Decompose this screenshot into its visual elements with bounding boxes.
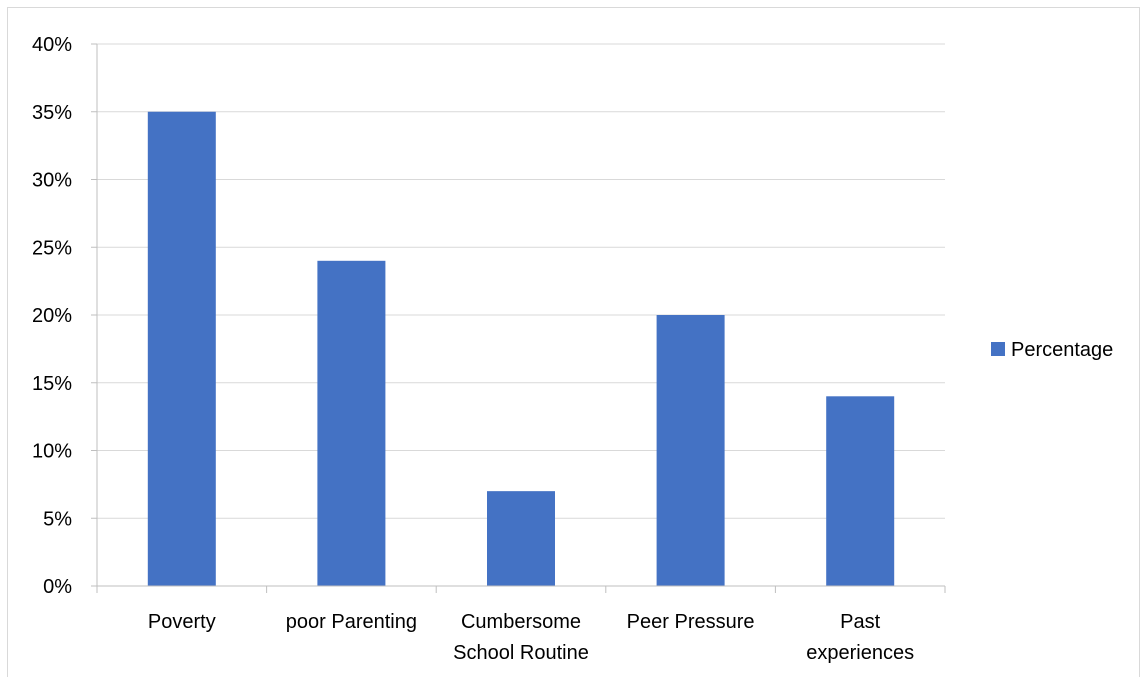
bar: [147, 111, 216, 586]
x-category-label: School Routine: [453, 642, 589, 664]
bar: [656, 315, 725, 586]
legend-swatch: [991, 342, 1005, 356]
y-tick-label: 35%: [32, 102, 72, 124]
y-tick-label: 40%: [32, 34, 72, 56]
y-tick-label: 30%: [32, 170, 72, 192]
x-category-label: Cumbersome: [461, 611, 581, 633]
y-tick-label: 15%: [32, 373, 72, 395]
y-tick-label: 10%: [32, 441, 72, 463]
x-category-label: Peer Pressure: [627, 611, 755, 633]
y-tick-label: 20%: [32, 305, 72, 327]
bar: [487, 491, 555, 586]
x-category-label: Past: [840, 611, 880, 633]
y-tick-label: 25%: [32, 237, 72, 259]
y-tick-label: 0%: [43, 576, 72, 598]
bar: [317, 260, 386, 586]
bar: [826, 396, 895, 586]
y-tick-label: 5%: [43, 508, 72, 530]
x-category-label: Poverty: [148, 611, 216, 633]
legend-label: Percentage: [1011, 339, 1113, 361]
x-category-label: experiences: [806, 642, 914, 664]
x-category-label: poor Parenting: [286, 611, 417, 633]
